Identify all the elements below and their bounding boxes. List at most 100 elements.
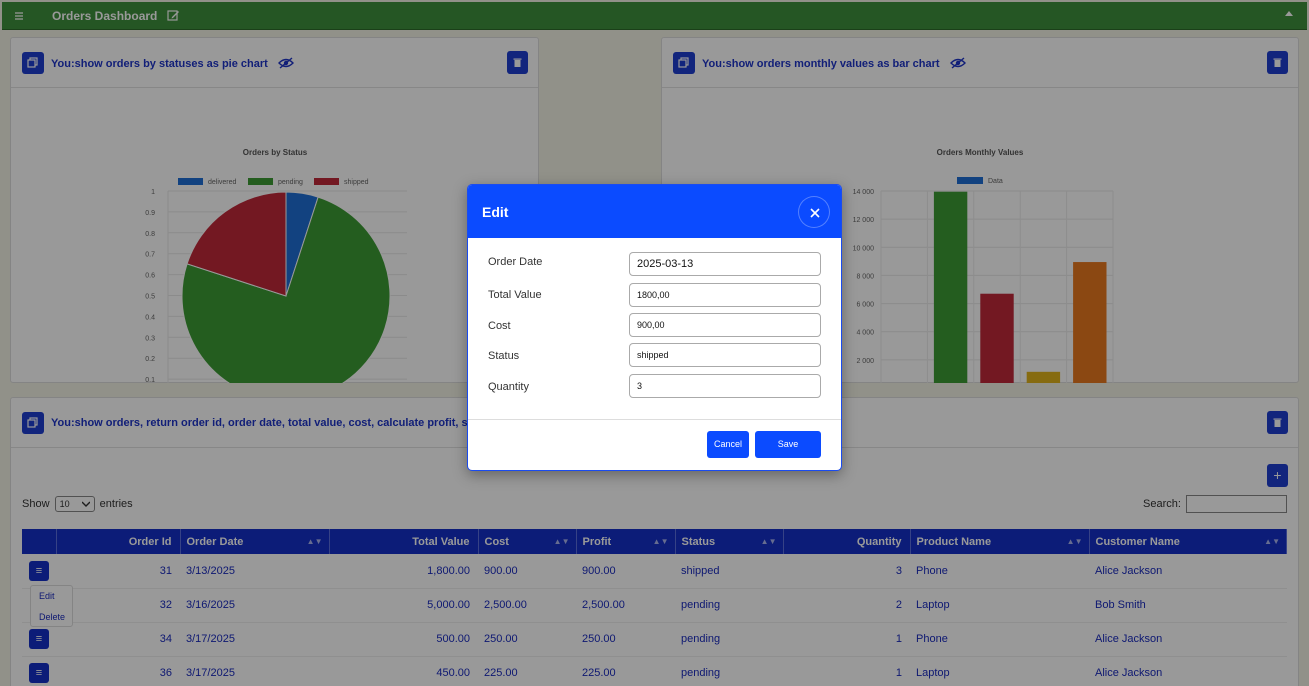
delete-panel-button[interactable] [1267,411,1288,434]
close-button[interactable] [798,196,830,228]
total-value-label: Total Value [488,289,542,301]
y-tick-label: 0.7 [145,252,155,259]
dashboard-title: Orders Dashboard [52,8,158,23]
y-tick-label: 2 000 [856,358,874,365]
y-tick-label: 12 000 [853,217,875,224]
y-tick-label: 6 000 [856,302,874,309]
status-field[interactable]: shipped [629,343,821,367]
modal-title: Edit [482,204,509,220]
cancel-button[interactable]: Cancel [707,431,749,458]
profit-cell: 900.00 [576,554,675,589]
trash-icon [1273,58,1282,67]
row-actions-cell: ≡ [22,554,56,589]
pie-chart-panel: You:show orders by statuses as pie chart… [10,37,539,383]
column-header-order-date[interactable]: Order Date ▲▼ [180,529,330,554]
cost-cell: 250.00 [478,622,576,657]
hamburger-menu-icon[interactable] [15,8,29,23]
copy-button[interactable] [673,52,695,74]
cost-cell: 900.00 [478,554,576,589]
sort-icon: ▲▼ [306,537,323,546]
y-tick-label: 0.9 [145,210,155,217]
chart-title: Orders Monthly Values [937,148,1024,157]
copy-button[interactable] [22,412,44,434]
column-header-cost[interactable]: Cost ▲▼ [478,529,577,554]
sort-icon: ▲▼ [1066,537,1083,546]
sort-icon: ▲▼ [760,537,777,546]
trash-icon [513,58,522,67]
legend-label: delivered [208,179,237,186]
column-header-order-id[interactable]: Order Id [56,529,181,554]
copy-icon [27,417,38,428]
y-tick-label: 0.3 [145,335,155,342]
customer-name-cell: Bob Smith [1089,588,1287,623]
chart-title: Orders by Status [243,148,308,157]
search-input[interactable] [1186,495,1287,513]
legend-swatch [178,178,203,185]
row-menu-button[interactable]: ≡ [29,560,49,581]
menu-item-delete[interactable]: Delete [39,612,66,622]
y-tick-label: 0.5 [145,294,155,301]
hide-eye-icon[interactable] [949,57,966,69]
search-control: Search: [1143,495,1287,513]
quantity-cell: 2 [783,588,910,623]
product-name-cell: Phone [910,554,1089,589]
panel-prompt: You:show orders by statuses as pie chart [51,57,294,70]
delete-panel-button[interactable] [1267,51,1288,74]
quantity-cell: 1 [783,622,910,657]
edit-title-icon[interactable] [167,9,181,23]
total-value-field[interactable]: 1800,00 [629,283,821,307]
column-header-quantity[interactable]: Quantity [783,529,911,554]
legend-label: Data [988,178,1003,185]
legend-swatch [957,177,983,184]
add-row-button[interactable]: + [1267,464,1288,487]
customer-name-cell: Alice Jackson [1089,656,1287,686]
save-button[interactable]: Save [755,431,821,458]
y-tick-label: 1 [151,189,155,196]
bar-2025-04 [980,293,1014,383]
column-header-product-name[interactable]: Product Name ▲▼ [910,529,1090,554]
order-date-cell: 3/17/2025 [180,622,329,657]
total-value-cell: 450.00 [329,656,478,686]
row-menu-button[interactable]: ≡ [29,629,49,649]
modal-header: Edit [468,185,841,238]
hide-eye-icon[interactable] [277,57,294,69]
plus-icon: + [1273,467,1282,483]
entries-label: entries [99,497,133,510]
table-header-row: Order Id Order Date ▲▼ Total Value Cost ▲▼… [22,529,1287,554]
delete-panel-button[interactable] [507,51,528,74]
column-header-profit[interactable]: Profit ▲▼ [576,529,676,554]
y-tick-label: 8 000 [856,273,874,280]
quantity-field[interactable]: 3 [629,374,821,398]
sort-icon: ▲▼ [1264,537,1280,546]
collapse-icon[interactable] [1285,11,1293,16]
order-date-field[interactable]: 2025-03-13 [629,252,821,276]
order-date-cell: 3/16/2025 [180,588,329,623]
entries-select[interactable]: 10 [54,496,95,512]
sort-icon: ▲▼ [553,537,570,546]
order-id-cell: 36 [56,656,180,686]
column-header-status[interactable]: Status ▲▼ [675,529,784,554]
row-menu-button[interactable]: ≡ [29,663,49,683]
status-cell: pending [675,656,783,686]
y-tick-label: 0.6 [145,273,155,280]
panel-header: You:show orders monthly values as bar ch… [662,38,1298,88]
legend-label: pending [278,179,303,186]
edit-modal: Edit Order Date 2025-03-13 Total Value 1… [467,184,842,471]
column-header-total-value[interactable]: Total Value [329,529,479,554]
y-tick-label: 0.8 [145,231,155,238]
bar-2025-05 [1026,371,1061,383]
y-tick-label: 0.2 [145,356,155,363]
order-id-cell: 31 [56,554,180,589]
quantity-cell: 3 [783,554,910,589]
cost-field[interactable]: 900,00 [629,313,821,337]
order-date-cell: 3/17/2025 [180,656,329,686]
column-header-customer-name[interactable]: Customer Name ▲▼ [1089,529,1287,554]
copy-button[interactable] [22,52,44,74]
customer-name-cell: Alice Jackson [1089,554,1287,589]
menu-item-edit[interactable]: Edit [39,591,55,601]
bar-2025-03 [933,191,968,383]
copy-icon [678,57,689,68]
search-label: Search: [1143,497,1181,510]
table-row: ≡ 34 3/17/2025 500.00 250.00 250.00 pend… [22,622,1287,657]
